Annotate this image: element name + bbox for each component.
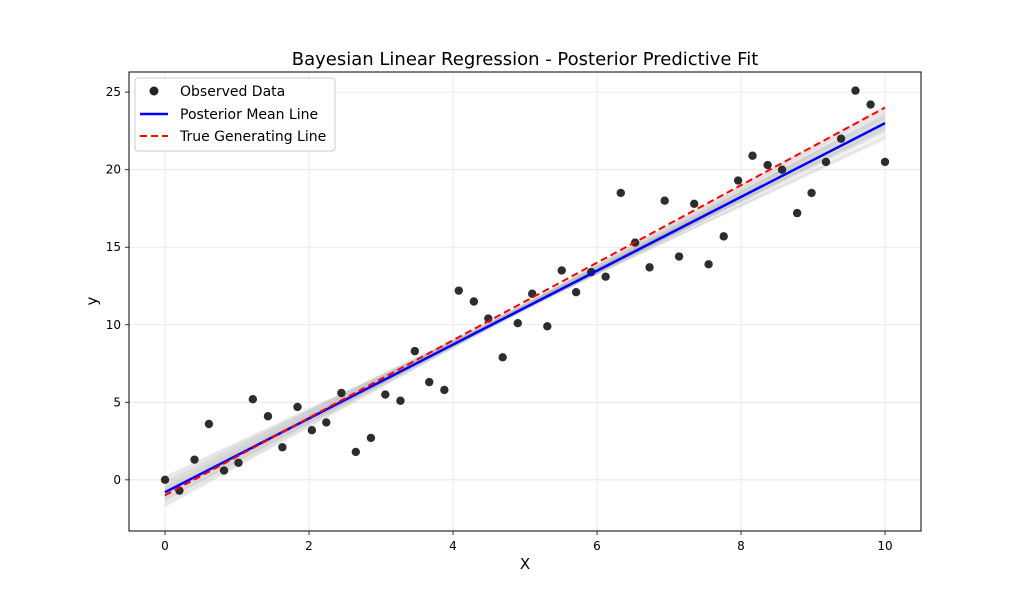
observed-data-point (645, 263, 654, 272)
observed-data-point (616, 188, 625, 198)
observed-data-point (836, 134, 846, 143)
observed-data-point (219, 466, 229, 475)
observed-data-point (660, 196, 669, 205)
observed-data-point (704, 260, 713, 269)
observed-data-point (557, 266, 566, 275)
observed-data-point (821, 157, 831, 167)
observed-data-point (866, 100, 875, 109)
y-tick-label: 25 (106, 85, 121, 99)
observed-data-point (748, 151, 757, 160)
observed-data-point (322, 418, 331, 427)
y-axis-label: y (83, 296, 101, 305)
observed-data-point (719, 232, 728, 241)
observed-data-point (674, 252, 684, 261)
observed-data-point (204, 419, 214, 429)
observed-data-point (880, 157, 890, 167)
posterior-sample-line (164, 105, 886, 506)
legend: Observed Data Posterior Mean Line True G… (134, 77, 336, 152)
posterior-sample-line (164, 111, 886, 501)
x-tick-label: 4 (449, 539, 457, 553)
observed-data-point (498, 353, 507, 362)
observed-data-point (851, 86, 860, 95)
observed-data-point (690, 199, 699, 209)
observed-data-point (601, 272, 610, 281)
x-tick-label: 2 (305, 539, 313, 553)
x-tick-label: 6 (593, 539, 601, 553)
true-generating-line (164, 106, 886, 497)
observed-data-point (543, 322, 552, 331)
y-tick-label: 15 (106, 240, 121, 254)
chart-title: Bayesian Linear Regression - Posterior P… (292, 49, 759, 70)
observed-data-point (366, 433, 376, 443)
observed-data-point (454, 286, 463, 295)
y-tick-label: 5 (113, 395, 121, 409)
observed-data-point (440, 385, 449, 395)
posterior-sample-line (164, 109, 886, 500)
observed-data-point (248, 394, 258, 404)
observed-data-point (234, 458, 243, 467)
fit-lines (164, 106, 886, 497)
observed-data-point (763, 160, 772, 170)
observed-data-point (469, 297, 479, 306)
observed-data-point (792, 208, 802, 218)
observed-data-point (381, 390, 390, 399)
observed-data-point (777, 165, 787, 174)
observed-data-point (410, 346, 420, 356)
x-axis-ticks: 0 2 4 6 8 10 (161, 531, 893, 553)
observed-data-point (190, 455, 199, 464)
observed-data-point (513, 319, 522, 328)
observed-data-point (571, 287, 581, 297)
x-axis-label: X (520, 555, 530, 573)
observed-data-point (307, 426, 317, 435)
legend-box (134, 77, 336, 152)
x-tick-label: 10 (877, 539, 892, 553)
legend-label-true-line: True Generating Line (179, 129, 326, 145)
observed-data-point (425, 377, 434, 387)
observed-data-points (160, 86, 890, 495)
observed-data-point (293, 402, 302, 412)
x-tick-label: 0 (161, 539, 169, 553)
observed-data-point (733, 176, 743, 185)
y-tick-label: 20 (106, 163, 121, 177)
posterior-sample-line (164, 120, 886, 491)
y-tick-label: 0 (113, 473, 121, 487)
observed-data-point (160, 475, 170, 485)
observed-data-point (278, 443, 287, 452)
posterior-sample-line (164, 106, 886, 503)
y-tick-label: 10 (106, 318, 121, 332)
y-axis-ticks: 0 5 10 15 20 25 (106, 85, 129, 487)
legend-label-posterior-mean: Posterior Mean Line (180, 107, 318, 123)
x-tick-label: 8 (737, 539, 745, 553)
observed-data-point (263, 412, 273, 421)
observed-data-point (807, 188, 816, 198)
legend-marker-observed (149, 86, 159, 96)
observed-data-point (351, 447, 360, 457)
observed-data-point (337, 388, 346, 398)
legend-label-observed: Observed Data (180, 84, 285, 100)
observed-data-point (396, 396, 405, 405)
plot-frame (128, 71, 922, 532)
grid (129, 72, 921, 531)
posterior-sample-line (164, 125, 886, 495)
